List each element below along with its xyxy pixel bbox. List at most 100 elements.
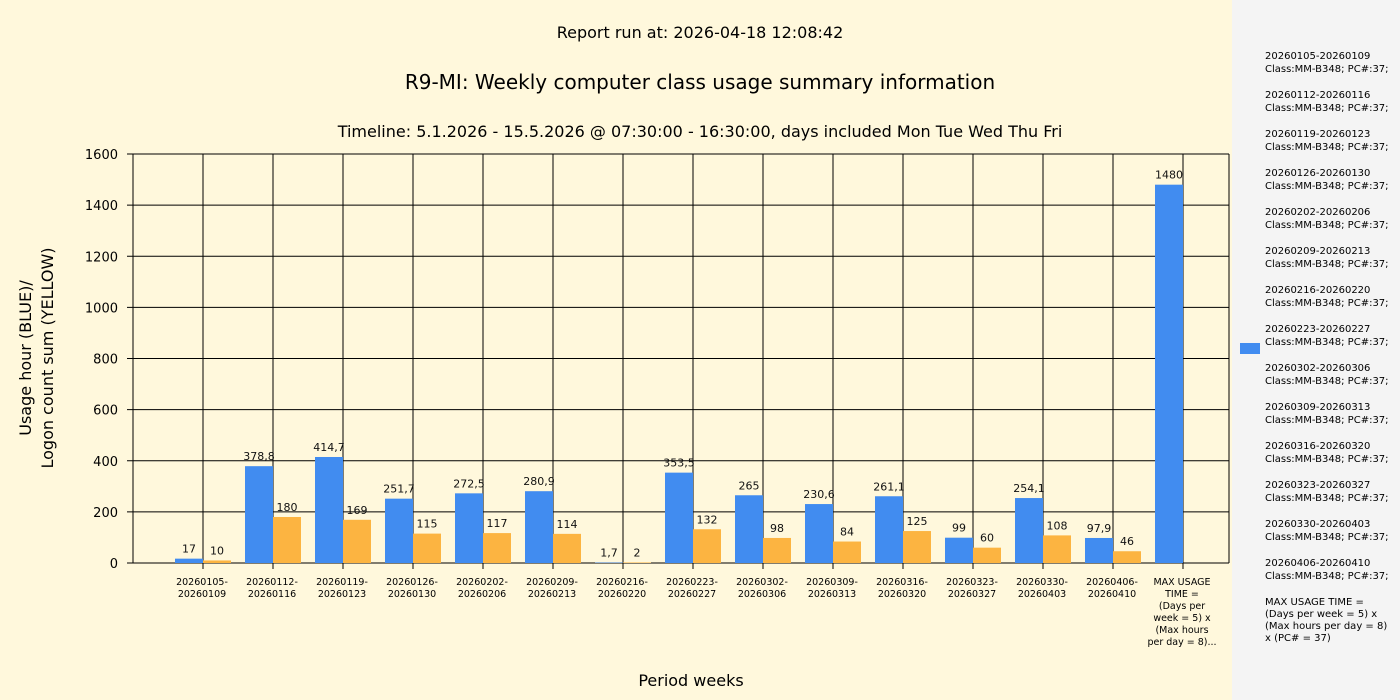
legend-item-text: Class:MM-B348; PC#:37; xyxy=(1265,103,1389,114)
data-label: 97,9 xyxy=(1087,522,1112,535)
bar-usage-hour xyxy=(525,491,553,563)
legend-item: 20260105-20260109 Class:MM-B348; PC#:37; xyxy=(1265,50,1389,76)
legend-item: 20260119-20260123 Class:MM-B348; PC#:37; xyxy=(1265,128,1389,154)
x-tick-label: MAX USAGE TIME = (Days per week = 5) x (Max … xyxy=(1147,577,1216,648)
legend-item-text: Class:MM-B348; PC#:37; xyxy=(1265,298,1389,309)
x-tick-label: 20260406-20260410 xyxy=(1086,577,1138,600)
data-label: 261,1 xyxy=(873,480,905,493)
legend-item-text: 20260216-20260220 xyxy=(1265,285,1371,296)
legend-item: 20260202-20260206 Class:MM-B348; PC#:37; xyxy=(1265,206,1389,232)
legend-item-text: 20260309-20260313 xyxy=(1265,402,1371,413)
legend-item-text: Class:MM-B348; PC#:37; xyxy=(1265,64,1389,75)
legend-item-text: 20260330-20260403 xyxy=(1265,519,1371,530)
data-label: 280,9 xyxy=(523,475,555,488)
data-label: 99 xyxy=(952,522,966,535)
x-tick-label: 20260309-20260313 xyxy=(806,577,858,600)
legend-item-text: 20260223-20260227 xyxy=(1265,324,1371,335)
legend: 20260105-20260109 Class:MM-B348; PC#:37; 2… xyxy=(1232,0,1400,700)
legend-item: 20260302-20260306 Class:MM-B348; PC#:37; xyxy=(1265,362,1389,388)
y-tick-label: 1000 xyxy=(85,301,118,316)
data-label: 84 xyxy=(840,526,854,539)
legend-item-text: 20260202-20260206 xyxy=(1265,207,1371,218)
legend-item: 20260223-20260227 Class:MM-B348; PC#:37; xyxy=(1265,323,1389,349)
data-label: 1,7 xyxy=(600,547,618,560)
x-tick-label: 20260302-20260306 xyxy=(736,577,788,600)
y-tick-label: 1600 xyxy=(85,148,118,163)
legend-item-text: 20260302-20260306 xyxy=(1265,363,1371,374)
bar-usage-hour xyxy=(1155,184,1183,564)
bar-usage-hour xyxy=(385,498,413,563)
data-label: 180 xyxy=(277,501,298,514)
legend-item-text: Class:MM-B348; PC#:37; xyxy=(1265,220,1389,231)
data-label: 169 xyxy=(347,504,368,517)
bar-logon-count xyxy=(973,547,1001,563)
bar-logon-count xyxy=(763,537,791,563)
legend-item-text: 20260323-20260327 xyxy=(1265,480,1371,491)
bar-logon-count xyxy=(903,531,931,563)
x-tick-label: 20260202-20260206 xyxy=(456,577,508,600)
x-tick-label: 20260316-20260320 xyxy=(876,577,928,600)
bar-logon-count xyxy=(693,529,721,563)
data-label: 254,1 xyxy=(1013,482,1045,495)
y-tick-label: 200 xyxy=(93,506,118,521)
legend-item-text: Class:MM-B348; PC#:37; xyxy=(1265,142,1389,153)
chart-subtitle: Timeline: 5.1.2026 - 15.5.2026 @ 07:30:0… xyxy=(337,122,1063,141)
data-label: 230,6 xyxy=(803,488,835,501)
bar-logon-count xyxy=(623,562,651,563)
bar-logon-count xyxy=(553,533,581,563)
legend-item-text: Class:MM-B348; PC#:37; xyxy=(1265,337,1389,348)
x-tick-label: 20260323-20260327 xyxy=(946,577,998,600)
legend-item-text: Class:MM-B348; PC#:37; xyxy=(1265,376,1389,387)
y-tick-label: 0 xyxy=(110,557,118,572)
data-label: 378,8 xyxy=(243,450,275,463)
data-label: 60 xyxy=(980,532,994,545)
data-label: 117 xyxy=(487,517,508,530)
legend-item-text: 20260119-20260123 xyxy=(1265,129,1371,140)
legend-item: 20260316-20260320 Class:MM-B348; PC#:37; xyxy=(1265,440,1389,466)
data-label: 2 xyxy=(634,546,641,559)
bar-logon-count xyxy=(833,541,861,563)
x-tick-label: 20260126-20260130 xyxy=(386,577,438,600)
bar-logon-count xyxy=(273,516,301,563)
y-tick-label: 1200 xyxy=(85,250,118,265)
legend-max-note: MAX USAGE TIME = (Days per week = 5) x (… xyxy=(1265,597,1388,644)
data-label: 46 xyxy=(1120,535,1134,548)
x-tick-label: 20260216-20260220 xyxy=(596,577,648,600)
legend-item-text: Class:MM-B348; PC#:37; xyxy=(1265,571,1389,582)
bar-usage-hour xyxy=(245,466,273,563)
data-label: 108 xyxy=(1047,519,1068,532)
legend-item: 20260330-20260403 Class:MM-B348; PC#:37; xyxy=(1265,518,1389,544)
y-tick-label: 1400 xyxy=(85,199,118,214)
bar-logon-count xyxy=(343,519,371,563)
legend-item-text: Class:MM-B348; PC#:37; xyxy=(1265,415,1389,426)
legend-item-text: 20260209-20260213 xyxy=(1265,246,1371,257)
legend-item-text: Class:MM-B348; PC#:37; xyxy=(1265,259,1389,270)
bar-logon-count xyxy=(483,533,511,563)
y-axis-title-line1: Usage hour (BLUE)/ xyxy=(16,280,35,436)
bar-usage-hour xyxy=(665,472,693,563)
data-label: 10 xyxy=(210,544,224,557)
data-label: 272,5 xyxy=(453,477,485,490)
data-label: 115 xyxy=(417,518,438,531)
bar-usage-hour xyxy=(735,495,763,563)
y-axis-title-line2: Logon count sum (YELLOW) xyxy=(38,247,57,468)
x-tick-label: 20260223-20260227 xyxy=(666,577,718,600)
x-tick-label: 20260119-20260123 xyxy=(316,577,368,600)
legend-item: 20260216-20260220 Class:MM-B348; PC#:37; xyxy=(1265,284,1389,310)
data-label: 414,7 xyxy=(313,441,345,454)
bar-usage-hour xyxy=(315,456,343,563)
legend-item: 20260209-20260213 Class:MM-B348; PC#:37; xyxy=(1265,245,1389,271)
data-label: 17 xyxy=(182,543,196,556)
data-label: 132 xyxy=(697,513,718,526)
data-label: 265 xyxy=(739,479,760,492)
legend-item-text: Class:MM-B348; PC#:37; xyxy=(1265,181,1389,192)
x-tick-label: 20260105-20260109 xyxy=(176,577,228,600)
bar-logon-count xyxy=(413,533,441,563)
bar-usage-hour xyxy=(1085,537,1113,563)
legend-item: 20260406-20260410 Class:MM-B348; PC#:37; xyxy=(1265,557,1389,583)
legend-item: 20260112-20260116 Class:MM-B348; PC#:37; xyxy=(1265,89,1389,115)
legend-item-text: 20260105-20260109 xyxy=(1265,51,1371,62)
y-tick-label: 400 xyxy=(93,455,118,470)
legend-item-text: 20260112-20260116 xyxy=(1265,90,1371,101)
y-tick-label: 800 xyxy=(93,353,118,368)
